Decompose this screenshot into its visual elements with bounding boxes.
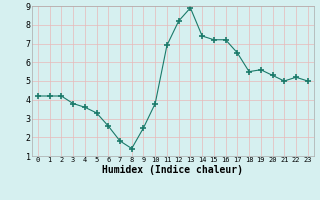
X-axis label: Humidex (Indice chaleur): Humidex (Indice chaleur) bbox=[102, 165, 243, 175]
